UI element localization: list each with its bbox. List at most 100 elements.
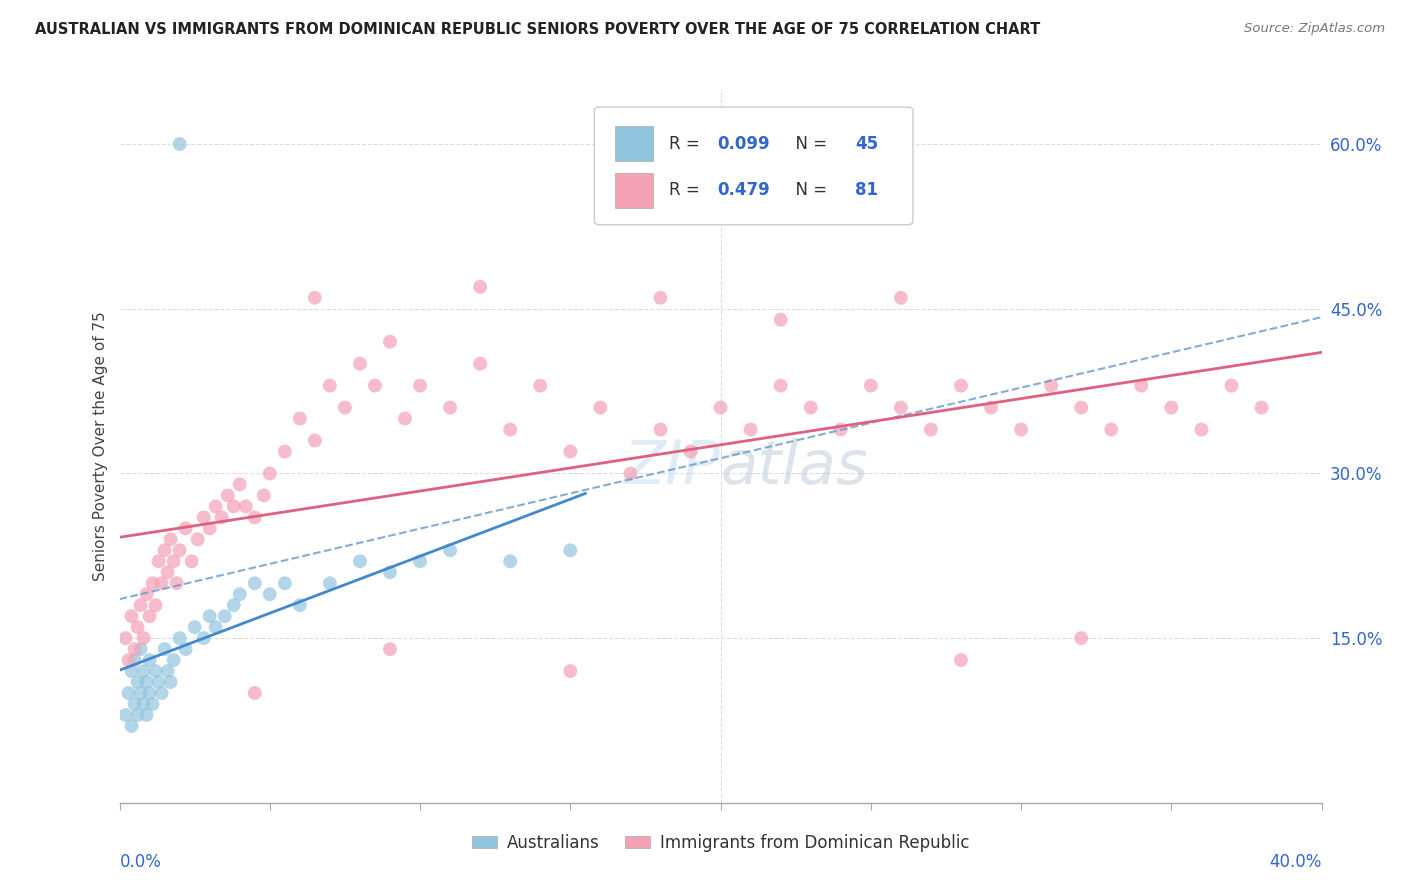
Point bbox=[169, 631, 191, 645]
Point bbox=[439, 401, 461, 415]
Point bbox=[153, 543, 176, 558]
Point bbox=[800, 401, 823, 415]
Point bbox=[499, 423, 522, 437]
Point bbox=[468, 357, 492, 371]
Point bbox=[124, 697, 146, 711]
Point bbox=[980, 401, 1002, 415]
Point bbox=[560, 664, 582, 678]
Point bbox=[169, 543, 191, 558]
Point bbox=[243, 686, 266, 700]
Point bbox=[204, 500, 226, 514]
Point bbox=[127, 675, 149, 690]
Point bbox=[162, 554, 184, 568]
Point bbox=[304, 434, 326, 448]
Point bbox=[235, 500, 257, 514]
Point bbox=[211, 510, 233, 524]
Point bbox=[499, 554, 522, 568]
Point bbox=[138, 686, 160, 700]
Point bbox=[349, 554, 371, 568]
Point bbox=[769, 312, 792, 326]
Text: 0.0%: 0.0% bbox=[120, 853, 162, 871]
Point bbox=[1070, 401, 1092, 415]
Point bbox=[253, 488, 276, 502]
Point bbox=[333, 401, 356, 415]
Point bbox=[159, 533, 181, 547]
Text: R =: R = bbox=[669, 135, 704, 153]
Point bbox=[274, 576, 297, 591]
Point bbox=[409, 554, 432, 568]
Point bbox=[217, 488, 239, 502]
Point bbox=[127, 708, 149, 723]
Point bbox=[679, 444, 702, 458]
Point bbox=[117, 686, 139, 700]
Point bbox=[142, 576, 165, 591]
Point bbox=[129, 598, 152, 612]
Point bbox=[364, 378, 387, 392]
Point bbox=[169, 137, 191, 152]
Point bbox=[830, 423, 852, 437]
Point bbox=[114, 708, 136, 723]
Point bbox=[129, 642, 152, 657]
Point bbox=[124, 642, 146, 657]
Point bbox=[650, 423, 672, 437]
Point bbox=[132, 697, 155, 711]
Point bbox=[150, 576, 173, 591]
Point bbox=[1130, 378, 1153, 392]
Point bbox=[156, 566, 179, 580]
Point bbox=[174, 642, 197, 657]
Point bbox=[148, 554, 170, 568]
Point bbox=[183, 620, 205, 634]
Point bbox=[114, 631, 136, 645]
Text: ZIP: ZIP bbox=[624, 438, 720, 497]
Point bbox=[117, 653, 139, 667]
Point bbox=[950, 653, 973, 667]
Point bbox=[378, 334, 401, 349]
Point bbox=[709, 401, 731, 415]
Point bbox=[145, 664, 167, 678]
Point bbox=[890, 401, 912, 415]
Point bbox=[145, 598, 167, 612]
Text: R =: R = bbox=[669, 181, 704, 199]
Point bbox=[180, 554, 202, 568]
Point bbox=[288, 411, 311, 425]
Text: Source: ZipAtlas.com: Source: ZipAtlas.com bbox=[1244, 22, 1385, 36]
Point bbox=[274, 444, 297, 458]
Point bbox=[259, 467, 281, 481]
Point bbox=[468, 280, 492, 294]
Point bbox=[228, 587, 252, 601]
Point bbox=[135, 587, 157, 601]
Point bbox=[193, 631, 215, 645]
Point bbox=[132, 631, 155, 645]
Point bbox=[214, 609, 236, 624]
Point bbox=[129, 686, 152, 700]
Point bbox=[148, 675, 170, 690]
Point bbox=[222, 598, 245, 612]
Point bbox=[259, 587, 281, 601]
Text: N =: N = bbox=[786, 135, 832, 153]
Text: 81: 81 bbox=[855, 181, 879, 199]
Point bbox=[153, 642, 176, 657]
Point bbox=[378, 566, 401, 580]
Point bbox=[121, 664, 143, 678]
Point bbox=[174, 521, 197, 535]
Point bbox=[1070, 631, 1092, 645]
Point bbox=[859, 378, 882, 392]
Point bbox=[560, 444, 582, 458]
Point bbox=[243, 510, 266, 524]
Point bbox=[1040, 378, 1063, 392]
Point bbox=[560, 543, 582, 558]
Point bbox=[1220, 378, 1243, 392]
Point bbox=[228, 477, 252, 491]
Point bbox=[187, 533, 209, 547]
FancyBboxPatch shape bbox=[614, 172, 654, 208]
Y-axis label: Seniors Poverty Over the Age of 75: Seniors Poverty Over the Age of 75 bbox=[93, 311, 108, 581]
Point bbox=[124, 653, 146, 667]
Point bbox=[439, 543, 461, 558]
Point bbox=[1250, 401, 1272, 415]
Point bbox=[529, 378, 551, 392]
Point bbox=[121, 609, 143, 624]
Point bbox=[1160, 401, 1182, 415]
Point bbox=[243, 576, 266, 591]
Legend: Australians, Immigrants from Dominican Republic: Australians, Immigrants from Dominican R… bbox=[465, 828, 976, 859]
Text: AUSTRALIAN VS IMMIGRANTS FROM DOMINICAN REPUBLIC SENIORS POVERTY OVER THE AGE OF: AUSTRALIAN VS IMMIGRANTS FROM DOMINICAN … bbox=[35, 22, 1040, 37]
